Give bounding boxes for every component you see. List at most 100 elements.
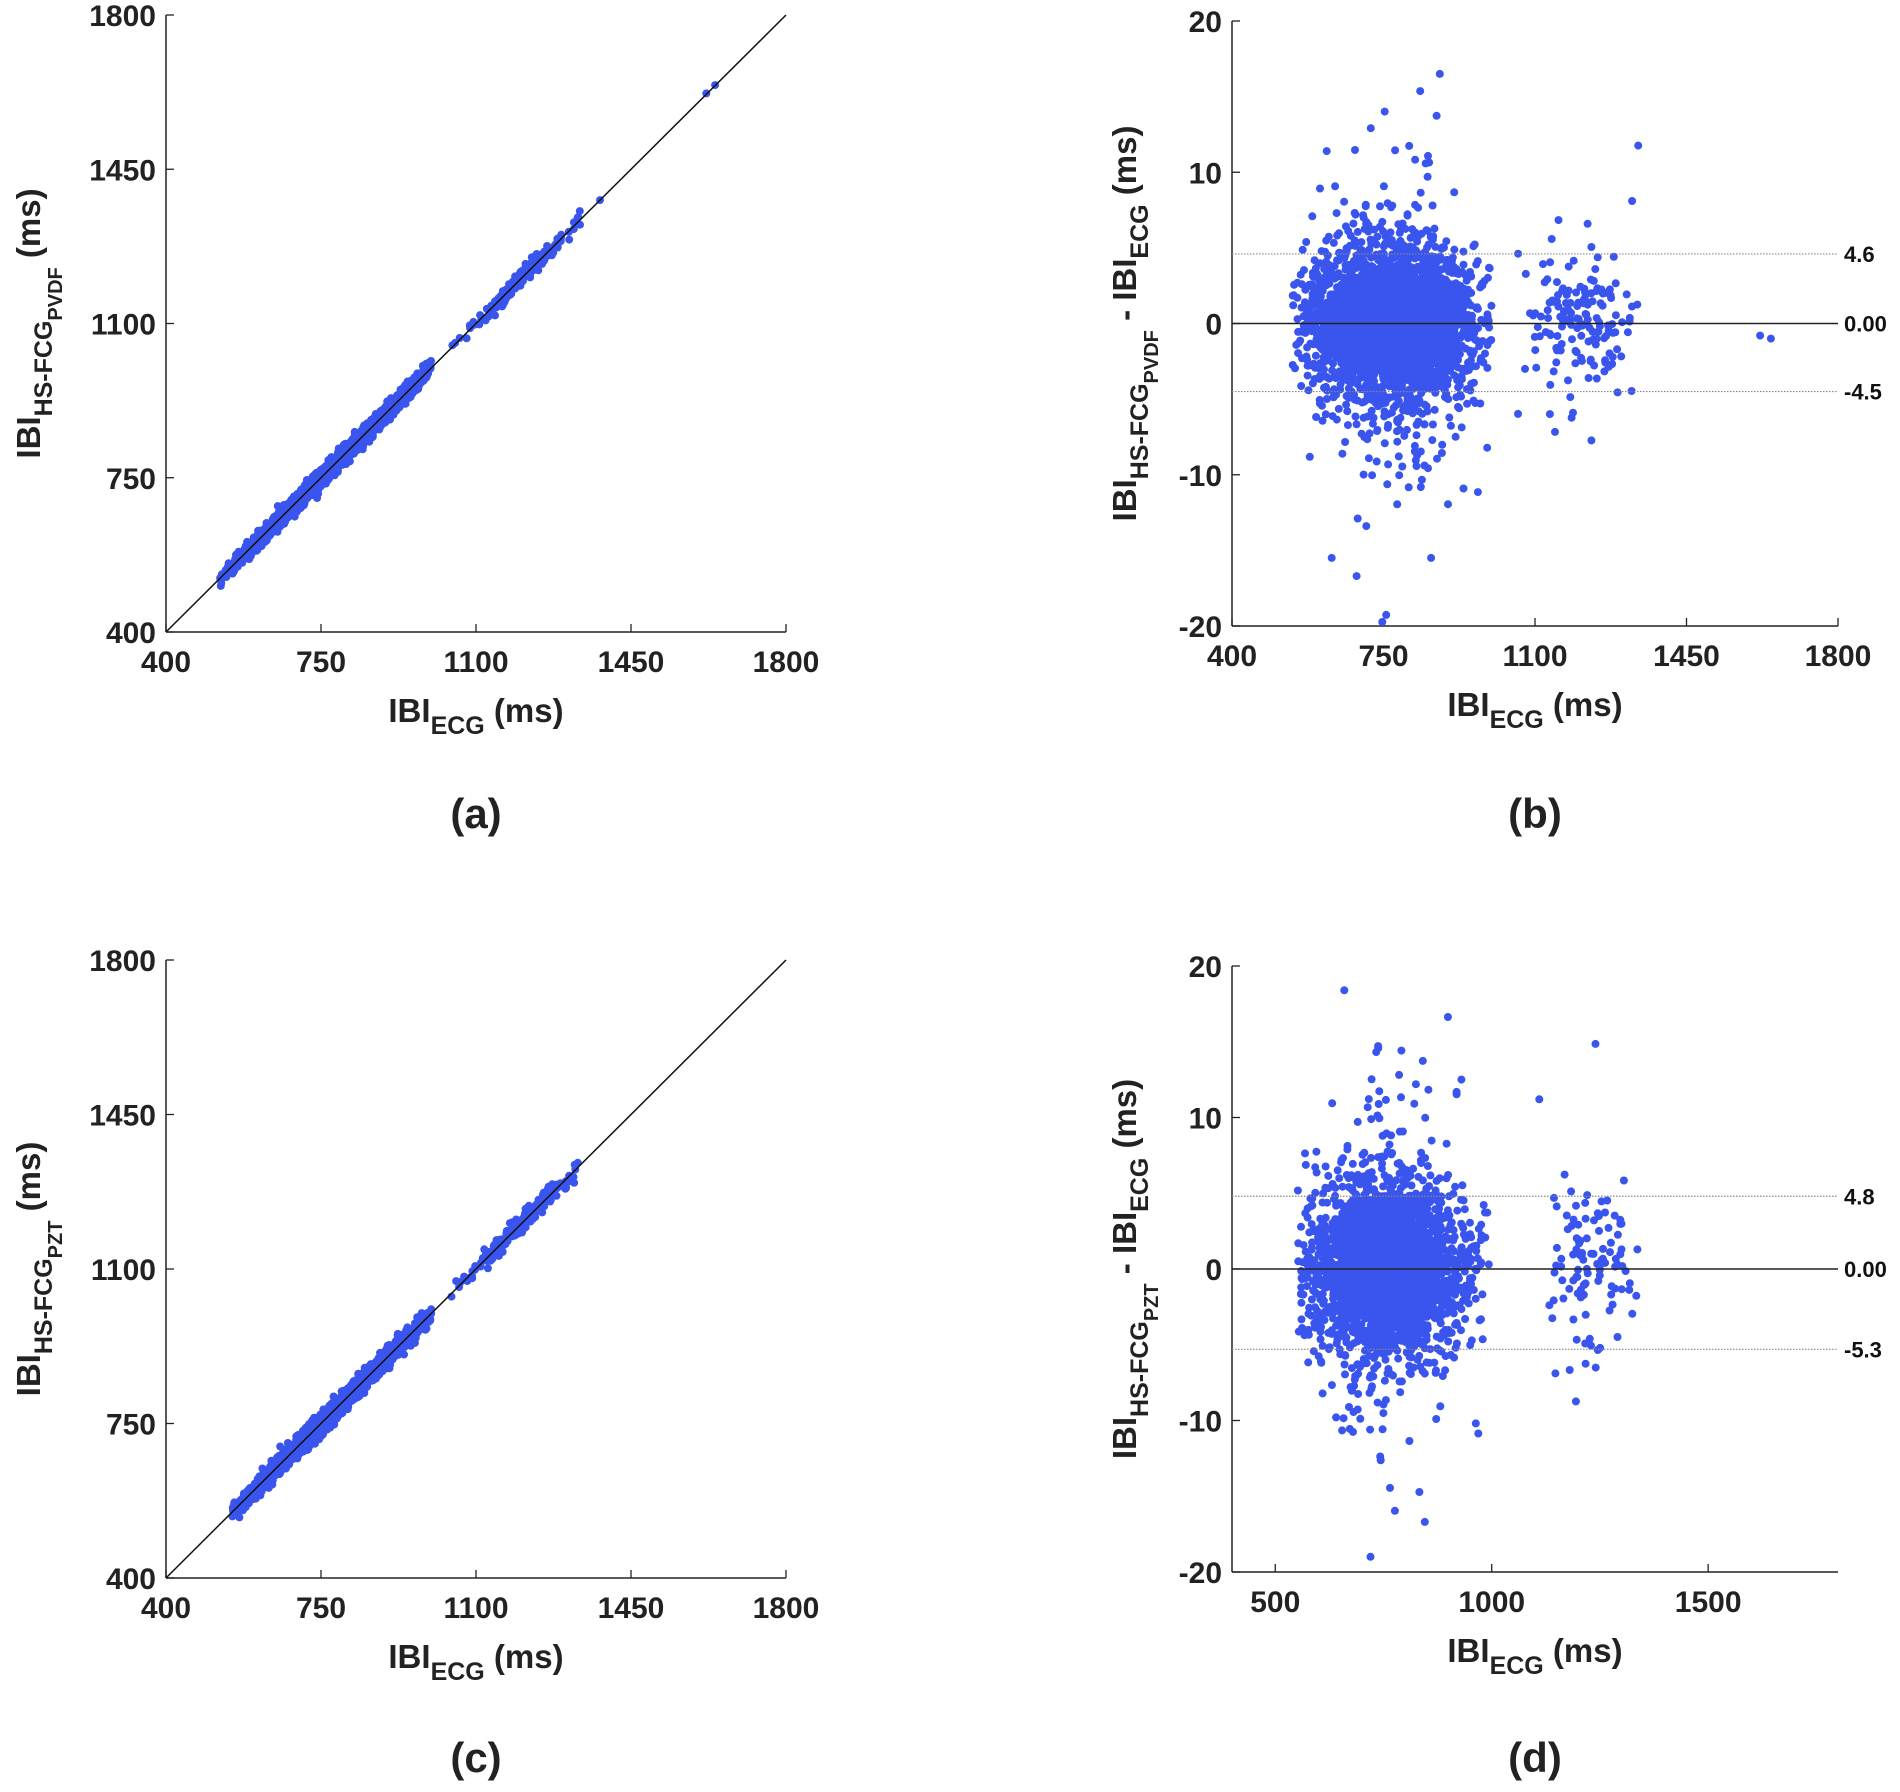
data-point — [491, 311, 499, 320]
data-point — [329, 462, 338, 471]
data-point — [1362, 522, 1371, 531]
x-tick-label: 1450 — [1653, 640, 1720, 673]
data-point — [1412, 420, 1421, 429]
data-point — [287, 506, 296, 515]
x-tick-label: 1800 — [753, 646, 820, 679]
data-point — [1357, 429, 1366, 438]
data-point — [1430, 405, 1439, 414]
data-point — [1352, 572, 1361, 581]
data-point — [1322, 147, 1331, 156]
y-label-main: IBI — [10, 416, 47, 458]
y-label-subsub: PVDF — [45, 267, 67, 320]
data-point — [1410, 441, 1419, 450]
y-tick-label: 1100 — [91, 309, 156, 342]
data-point — [1457, 423, 1466, 432]
data-point — [1315, 372, 1324, 381]
data-point — [1450, 245, 1459, 254]
data-point — [273, 502, 282, 511]
data-point — [1462, 276, 1471, 285]
data-point — [1382, 610, 1391, 619]
data-point — [1320, 365, 1328, 374]
data-point — [565, 235, 574, 244]
data-point — [1305, 452, 1314, 461]
x-label-unit: (ms) — [485, 692, 564, 729]
data-point — [1428, 420, 1437, 429]
data-point — [1378, 618, 1387, 626]
data-point — [1416, 483, 1425, 491]
data-point — [1365, 429, 1374, 438]
x-tick-label: 1100 — [443, 646, 508, 679]
data-point — [1416, 87, 1425, 96]
y-tick-label: 20 — [1189, 6, 1222, 39]
data-point — [1411, 155, 1420, 164]
data-point — [1380, 407, 1389, 416]
y-tick-label: 1800 — [89, 0, 156, 33]
y-tick-label: 750 — [106, 463, 156, 496]
x-tick-label: 400 — [1207, 640, 1257, 673]
x-tick-label: 1450 — [598, 646, 665, 679]
data-point — [1398, 462, 1407, 471]
data-point — [513, 279, 522, 288]
x-tick-label: 400 — [141, 646, 191, 679]
data-point — [1297, 382, 1306, 390]
y-tick-label: 10 — [1189, 157, 1222, 190]
data-point — [1424, 151, 1432, 160]
data-point — [1308, 212, 1317, 221]
identity-line — [165, 14, 787, 633]
data-point — [1357, 238, 1366, 247]
data-point — [1466, 268, 1474, 276]
data-point — [1395, 471, 1404, 480]
data-point — [1380, 107, 1389, 116]
data-point — [1304, 386, 1313, 395]
data-point — [1420, 420, 1429, 429]
data-point — [1350, 209, 1359, 217]
data-point — [1379, 242, 1388, 251]
data-point — [1311, 351, 1320, 360]
data-point — [1461, 344, 1470, 353]
y-label-sub: HS-FCG — [30, 321, 58, 417]
panel-label: (a) — [450, 790, 501, 837]
data-point — [1341, 438, 1350, 446]
data-point — [334, 454, 343, 463]
data-point — [353, 446, 362, 454]
y-tick-label: -10 — [1179, 460, 1222, 493]
data-point — [1321, 410, 1330, 419]
data-point — [1353, 514, 1362, 523]
data-point — [547, 251, 556, 260]
y-tick-label: 1450 — [89, 154, 156, 187]
data-point — [1428, 436, 1437, 445]
data-point — [1413, 451, 1422, 460]
data-point — [1480, 277, 1489, 285]
data-point — [1302, 238, 1311, 246]
data-point — [1470, 240, 1479, 249]
data-point — [1485, 323, 1494, 332]
data-point — [1379, 227, 1388, 236]
data-point — [1391, 146, 1400, 155]
data-point — [1329, 238, 1338, 247]
data-point — [344, 453, 353, 462]
data-point — [1393, 500, 1402, 509]
scatter-points — [1288, 69, 1775, 626]
data-point — [1343, 421, 1352, 430]
x-label-sub: ECG — [431, 712, 485, 740]
data-point — [1372, 457, 1381, 466]
x-label-main: IBI — [388, 692, 430, 729]
y-label-unit: (ms) — [10, 188, 47, 267]
y-tick-label: 0 — [1205, 309, 1222, 342]
data-point — [216, 581, 225, 590]
data-point — [280, 518, 289, 527]
data-point — [366, 423, 375, 432]
data-point — [1412, 431, 1421, 440]
data-point — [1379, 182, 1388, 191]
data-point — [455, 334, 464, 342]
data-point — [1428, 201, 1437, 210]
data-point — [1445, 413, 1454, 422]
data-point — [1324, 232, 1333, 241]
data-point — [1312, 413, 1321, 421]
data-point — [1444, 500, 1452, 509]
x-tick-label: 750 — [1358, 640, 1408, 673]
x-axis-label: IBIECG (ms) — [388, 692, 563, 740]
data-point — [1458, 267, 1467, 276]
data-point — [1416, 188, 1425, 197]
data-point — [1295, 338, 1303, 347]
